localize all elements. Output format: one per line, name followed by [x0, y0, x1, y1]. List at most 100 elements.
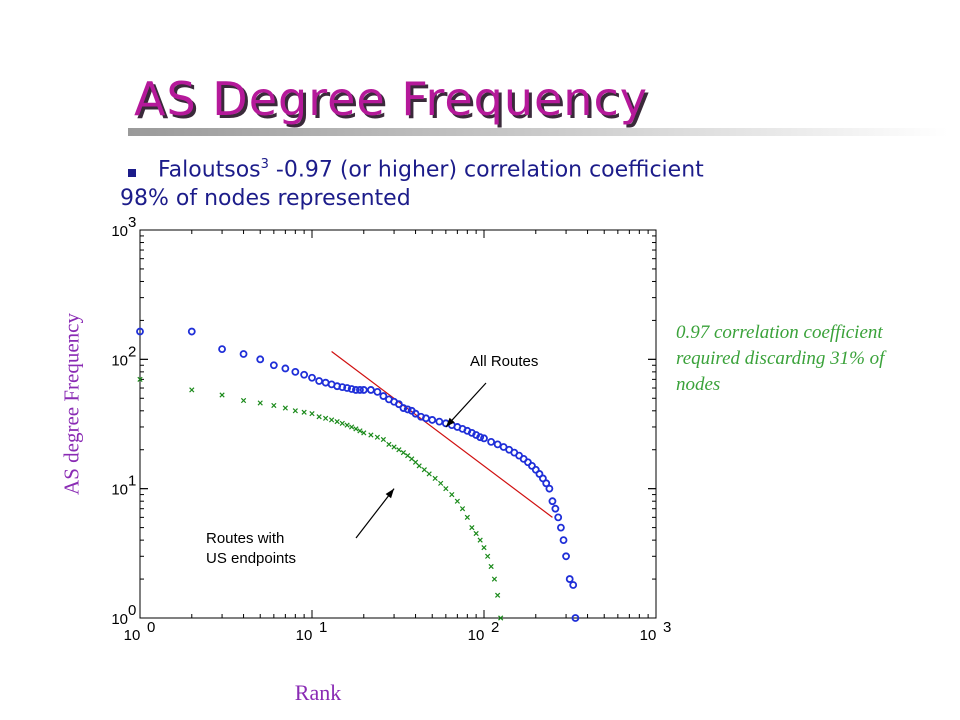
point-stroke — [344, 422, 350, 428]
point-us-endpoints — [454, 498, 460, 504]
point-stroke — [137, 376, 143, 382]
point-us-endpoints — [400, 449, 407, 456]
point-stroke — [271, 402, 277, 409]
point-all-routes — [480, 434, 488, 443]
point-stroke — [481, 545, 487, 551]
point-us-endpoints — [498, 615, 504, 621]
point-stroke — [374, 434, 381, 440]
y-tick-label: 10 — [111, 611, 128, 628]
point-stroke — [219, 392, 225, 398]
point-all-routes — [428, 416, 437, 424]
point-all-routes — [356, 386, 364, 394]
point-us-endpoints — [137, 376, 143, 382]
point-stroke — [400, 449, 407, 456]
point-stroke — [282, 405, 288, 411]
point-all-routes — [359, 386, 368, 394]
point-all-routes — [528, 461, 536, 470]
point-stroke — [405, 453, 411, 459]
axis-ticks — [139, 229, 657, 619]
point-all-routes — [562, 552, 570, 561]
point-us-endpoints — [488, 563, 494, 570]
y-tick-exponent: 2 — [128, 343, 136, 360]
point-stroke — [189, 387, 195, 393]
arrow-all-routes-head — [445, 417, 455, 427]
annotation-line: US endpoints — [206, 550, 296, 567]
point-us-endpoints — [353, 426, 359, 432]
x-tick-label: 10 — [468, 627, 485, 644]
point-stroke — [391, 444, 397, 450]
point-stroke — [409, 456, 415, 462]
point-stroke — [328, 417, 335, 423]
y-tick-exponent: 0 — [128, 602, 136, 619]
point-us-endpoints — [292, 408, 298, 414]
point-all-routes — [476, 433, 485, 442]
title-underline-bar — [128, 128, 948, 136]
slide-title: AS Degree Frequency — [134, 72, 648, 126]
point-all-routes — [554, 513, 563, 522]
point-us-endpoints — [257, 400, 263, 406]
point-stroke — [421, 467, 427, 473]
point-stroke — [316, 414, 322, 420]
point-stroke — [334, 418, 340, 425]
point-all-routes — [379, 392, 388, 400]
bullet-square-icon — [128, 169, 136, 177]
point-stroke — [353, 426, 359, 432]
x-tick-exponent: 1 — [319, 619, 327, 636]
point-us-endpoints — [391, 444, 397, 450]
point-stroke — [454, 498, 460, 504]
bullet-citation-superscript: 3 — [260, 157, 269, 172]
point-us-endpoints — [386, 441, 392, 448]
point-us-endpoints — [344, 422, 350, 428]
point-stroke — [416, 463, 422, 469]
point-stroke — [477, 537, 483, 543]
y-tick-exponent: 1 — [128, 473, 136, 490]
point-stroke — [459, 506, 466, 512]
point-us-endpoints — [361, 430, 367, 436]
point-all-routes — [256, 355, 265, 364]
point-stroke — [469, 524, 475, 531]
point-us-endpoints — [396, 447, 402, 453]
x-tick-exponent: 0 — [147, 619, 155, 636]
point-all-routes — [187, 327, 196, 336]
point-stroke — [386, 441, 392, 448]
point-stroke — [301, 409, 307, 415]
point-stroke — [491, 576, 498, 582]
point-us-endpoints — [374, 434, 381, 440]
point-us-endpoints — [368, 432, 374, 438]
point-stroke — [292, 408, 298, 414]
point-stroke — [494, 592, 501, 598]
point-us-endpoints — [491, 576, 498, 582]
point-stroke — [309, 411, 315, 417]
point-stroke — [426, 471, 432, 477]
point-stroke — [432, 475, 438, 482]
point-us-endpoints — [426, 471, 432, 477]
y-tick-exponent: 3 — [128, 214, 136, 231]
point-us-endpoints — [485, 553, 491, 559]
point-all-routes — [218, 345, 226, 353]
point-us-endpoints — [271, 402, 277, 409]
point-all-routes — [487, 437, 496, 446]
point-all-routes — [136, 327, 144, 336]
point-us-endpoints — [416, 463, 422, 469]
fit-line-group — [331, 351, 553, 518]
point-us-endpoints — [438, 480, 444, 486]
x-tick-label: 10 — [124, 627, 141, 644]
point-us-endpoints — [240, 397, 247, 404]
point-us-endpoints — [443, 486, 449, 492]
point-us-endpoints — [301, 409, 307, 415]
point-all-routes — [300, 370, 309, 379]
point-all-routes — [347, 385, 356, 393]
x-tick-exponent: 2 — [491, 619, 499, 636]
point-all-routes — [559, 536, 568, 545]
annotation-all-routes: All Routes — [470, 353, 538, 370]
point-all-routes — [551, 504, 560, 513]
point-stroke — [438, 480, 444, 486]
series-us-endpoints — [137, 376, 504, 621]
point-stroke — [349, 424, 355, 430]
point-stroke — [380, 436, 386, 443]
arrow-us-endpoints-head — [385, 488, 395, 499]
point-us-endpoints — [189, 387, 195, 393]
series-all-routes — [136, 327, 580, 622]
